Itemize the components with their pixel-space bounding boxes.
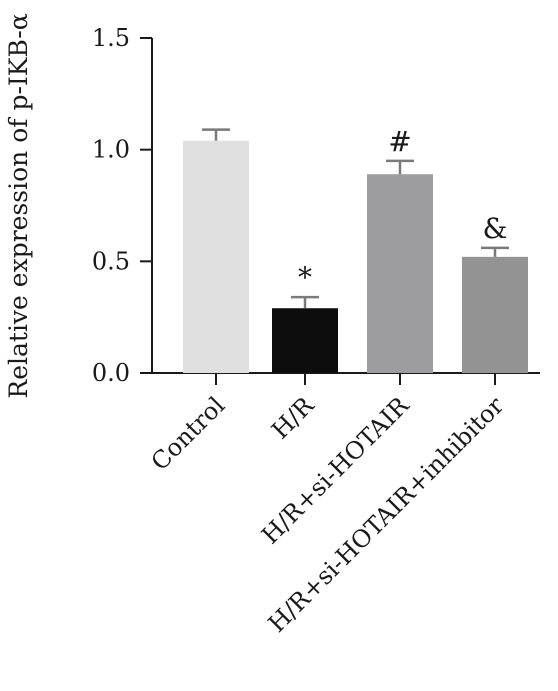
bar [272, 308, 338, 373]
significance-marker: # [388, 125, 411, 158]
y-tick-label: 1.5 [92, 24, 130, 52]
y-tick-label: 1.0 [92, 136, 130, 164]
x-tick-label: Control [146, 391, 231, 476]
bar [367, 174, 433, 373]
y-tick-label: 0.5 [92, 247, 130, 275]
bar [183, 140, 249, 373]
significance-marker: & [483, 212, 508, 245]
x-axis: Control H/RH/R+si-HOTAIRH/R+si-HOTAIR+inh… [146, 372, 540, 638]
bars [183, 140, 528, 373]
y-axis: 0.0 0.5 1.0 1.5 [92, 24, 153, 387]
y-axis-label: Relative expression of p-IKB-α [4, 13, 33, 398]
bar [462, 256, 528, 373]
error-bars [202, 128, 509, 309]
y-tick-label: 0.0 [92, 359, 130, 387]
significance-marker: * [298, 261, 312, 294]
x-tick-label: H/R [266, 391, 320, 445]
significance-markers: * # & [298, 125, 507, 294]
